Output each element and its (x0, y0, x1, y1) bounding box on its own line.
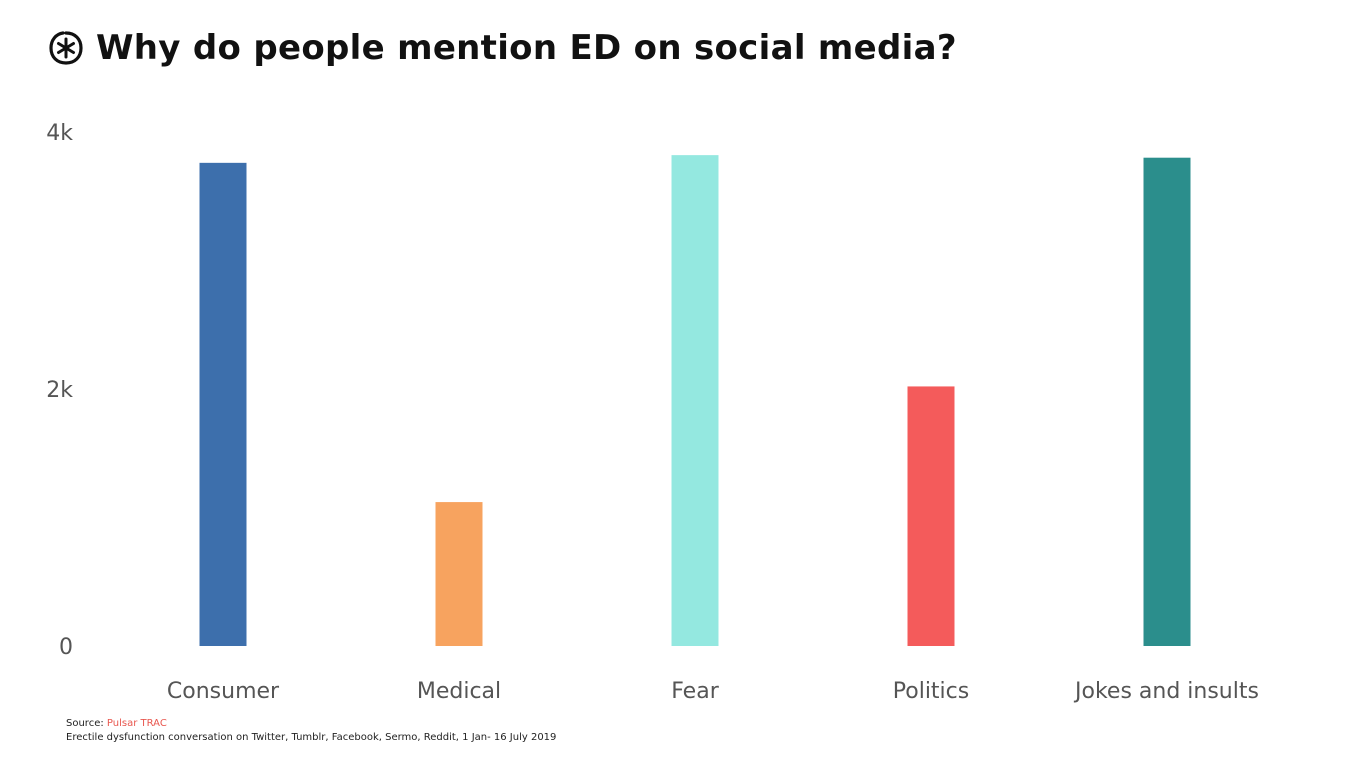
x-tick-label: Politics (893, 679, 969, 704)
bar-jokes-and-insults (1143, 157, 1191, 646)
pulsar-asterisk-icon (49, 31, 83, 65)
x-tick-label: Fear (671, 679, 719, 704)
bar-fear (671, 155, 719, 646)
x-tick-label: Jokes and insults (1073, 679, 1259, 704)
x-tick-label: Medical (417, 679, 501, 704)
chart-title: Why do people mention ED on social media… (96, 28, 957, 68)
source-link[interactable]: Pulsar TRAC (106, 718, 167, 729)
source-label: Source: (66, 718, 107, 729)
source-description: Erectile dysfunction conversation on Twi… (66, 732, 557, 743)
bar-consumer (199, 162, 247, 646)
y-tick-label: 4k (46, 121, 73, 146)
source-note: Source: Pulsar TRAC Erectile dysfunction… (66, 717, 556, 745)
y-tick-label: 0 (59, 635, 73, 660)
bar-politics (907, 386, 955, 646)
y-tick-label: 2k (46, 378, 73, 403)
bar-medical (435, 502, 483, 646)
chart-title-bar: Why do people mention ED on social media… (48, 28, 957, 68)
x-tick-label: Consumer (167, 679, 280, 704)
